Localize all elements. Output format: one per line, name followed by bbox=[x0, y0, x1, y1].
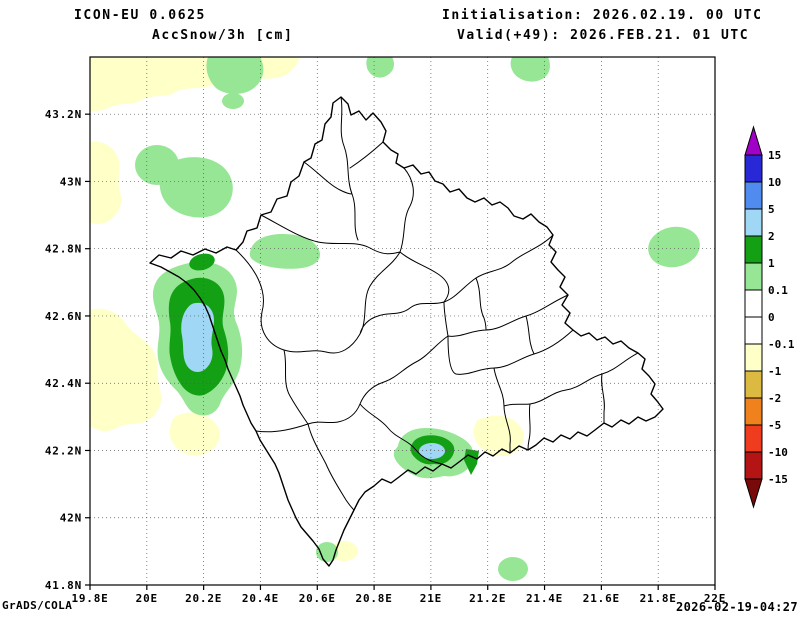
colorbar-segment bbox=[744, 343, 763, 372]
colorbar-segment bbox=[744, 262, 763, 291]
colorbar-label: 0 bbox=[768, 311, 775, 324]
model-title: ICON-EU 0.0625 bbox=[74, 8, 206, 23]
negative-region bbox=[169, 412, 220, 456]
generation-timestamp: 2026-02-19-04:27 bbox=[676, 600, 798, 614]
grads-credit: GrADS/COLA bbox=[2, 599, 73, 612]
light-snow-region bbox=[206, 57, 264, 94]
colorbar-segment bbox=[744, 370, 763, 399]
heavy-snow-core bbox=[181, 302, 214, 372]
y-tick-label: 43N bbox=[60, 175, 82, 188]
country-border bbox=[149, 96, 664, 567]
kosovo-boundaries bbox=[149, 96, 664, 567]
y-tick-label: 42.2N bbox=[45, 444, 82, 457]
x-tick-label: 21.8E bbox=[640, 592, 677, 605]
x-tick-label: 20E bbox=[136, 592, 158, 605]
negative-region bbox=[473, 415, 524, 457]
x-tick-label: 20.4E bbox=[242, 592, 279, 605]
colorbar-label: -10 bbox=[768, 446, 788, 459]
district-boundaries bbox=[235, 96, 639, 511]
x-tick-label: 21E bbox=[420, 592, 442, 605]
x-tick-label: 21.4E bbox=[526, 592, 563, 605]
colorbar-label: -0.1 bbox=[768, 338, 795, 351]
colorbar-label: 1 bbox=[768, 257, 775, 270]
negative-region bbox=[90, 57, 300, 112]
y-tick-label: 43.2N bbox=[45, 108, 82, 121]
colorbar-label: 2 bbox=[768, 230, 775, 243]
initialisation-time: Initialisation: 2026.02.19. 00 UTC bbox=[442, 8, 763, 23]
colorbar-segment bbox=[744, 289, 763, 318]
negative-region bbox=[90, 308, 162, 432]
colorbar-label: -5 bbox=[768, 419, 781, 432]
colorbar: 15 10 5 2 1 0.1 0 -0.1 -1 -2 -5 -10 -15 bbox=[744, 125, 795, 509]
x-tick-label: 20.6E bbox=[299, 592, 336, 605]
light-snow-region bbox=[249, 234, 321, 269]
snow-shading-regions bbox=[90, 57, 700, 581]
colorbar-label: 10 bbox=[768, 176, 781, 189]
x-tick-label: 21.6E bbox=[583, 592, 620, 605]
x-tick-label: 21.2E bbox=[469, 592, 506, 605]
heavy-snow-core bbox=[419, 443, 445, 459]
plot-frame bbox=[89, 56, 716, 586]
x-tick-label: 20.2E bbox=[185, 592, 222, 605]
colorbar-label: -2 bbox=[768, 392, 781, 405]
colorbar-segment bbox=[744, 154, 763, 183]
y-tick-label: 42.4N bbox=[45, 377, 82, 390]
graticule bbox=[90, 57, 715, 585]
moderate-snow-region bbox=[464, 449, 479, 475]
light-snow-region bbox=[510, 57, 550, 82]
colorbar-segment bbox=[744, 397, 763, 426]
x-tick-label: 22E bbox=[704, 592, 726, 605]
light-snow-region bbox=[498, 557, 528, 581]
variable-title: AccSnow/3h [cm] bbox=[152, 28, 294, 43]
colorbar-segment bbox=[744, 451, 763, 480]
light-snow-region bbox=[648, 226, 700, 268]
valid-time: Valid(+49): 2026.FEB.21. 01 UTC bbox=[457, 28, 750, 43]
colorbar-label: -15 bbox=[768, 473, 788, 486]
negative-region bbox=[90, 141, 122, 224]
colorbar-label: 5 bbox=[768, 203, 775, 216]
colorbar-label: 0.1 bbox=[768, 284, 788, 297]
colorbar-triangle-bottom bbox=[744, 478, 763, 509]
y-tick-label: 42.6N bbox=[45, 310, 82, 323]
light-snow-region bbox=[159, 157, 233, 218]
colorbar-label: 15 bbox=[768, 149, 781, 162]
moderate-snow-region bbox=[189, 253, 215, 271]
y-tick-label: 42.8N bbox=[45, 243, 82, 256]
x-tick-label: 19.8E bbox=[71, 592, 108, 605]
y-tick-label: 42N bbox=[60, 512, 82, 525]
light-snow-region bbox=[222, 93, 244, 109]
colorbar-segment bbox=[744, 235, 763, 264]
colorbar-segment bbox=[744, 181, 763, 210]
colorbar-segment bbox=[744, 316, 763, 345]
colorbar-segment bbox=[744, 424, 763, 453]
light-snow-region bbox=[366, 57, 394, 78]
colorbar-segment bbox=[744, 208, 763, 237]
y-tick-label: 41.8N bbox=[45, 579, 82, 592]
x-tick-label: 20.8E bbox=[356, 592, 393, 605]
colorbar-label: -1 bbox=[768, 365, 782, 378]
colorbar-triangle-top bbox=[744, 125, 763, 156]
axes: 19.8E 20E 20.2E 20.4E 20.6E 20.8E 21E 21.2E 21.4… bbox=[45, 108, 726, 605]
